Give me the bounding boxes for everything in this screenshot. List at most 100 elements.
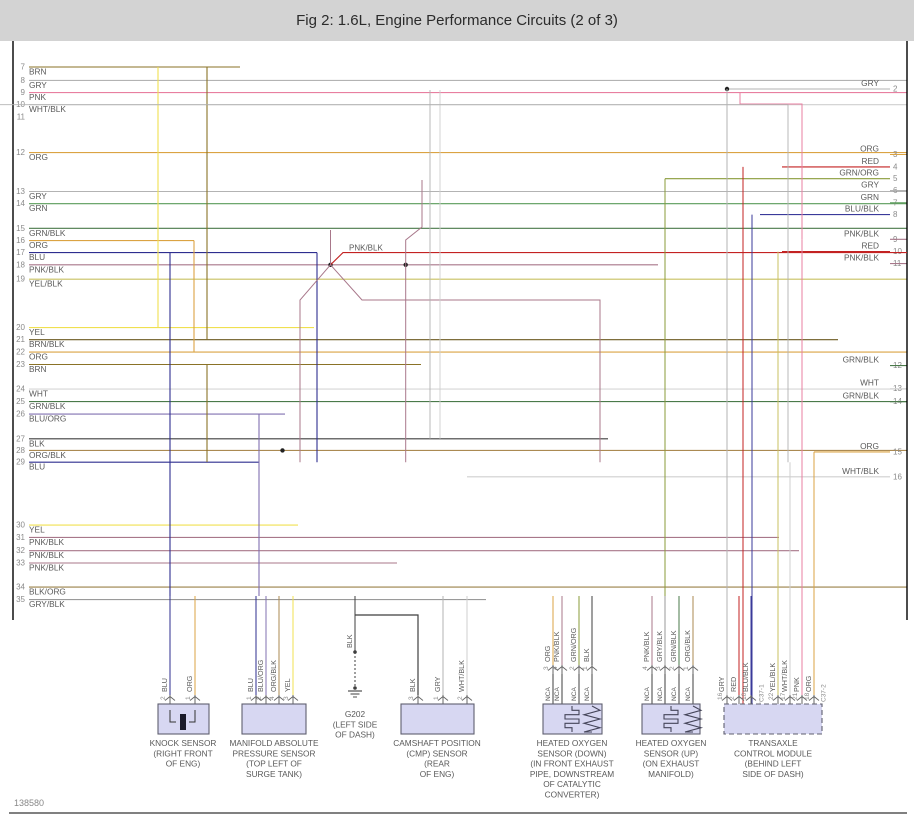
svg-text:15: 15 [893, 447, 902, 456]
svg-text:GRN: GRN [861, 192, 879, 202]
svg-text:PNK/BLK: PNK/BLK [29, 264, 65, 274]
svg-text:YEL: YEL [29, 327, 45, 337]
svg-text:4: 4 [642, 666, 649, 670]
svg-text:NCA: NCA [554, 686, 561, 701]
svg-text:(ON EXHAUST: (ON EXHAUST [643, 759, 700, 769]
svg-text:29: 29 [16, 458, 25, 467]
svg-text:16: 16 [717, 692, 724, 700]
svg-text:3: 3 [655, 666, 662, 670]
svg-text:NCA: NCA [685, 686, 692, 701]
svg-text:GRY: GRY [29, 80, 47, 90]
svg-text:14: 14 [16, 199, 25, 208]
svg-text:ORG/BLK: ORG/BLK [683, 630, 692, 662]
svg-text:31: 31 [16, 533, 25, 542]
svg-text:GRN/BLK: GRN/BLK [843, 391, 880, 401]
svg-text:BRN: BRN [29, 364, 47, 374]
svg-text:KNOCK SENSOR: KNOCK SENSOR [150, 738, 217, 748]
svg-text:RED: RED [861, 241, 879, 251]
svg-text:11: 11 [17, 112, 26, 121]
svg-text:WHT: WHT [860, 378, 879, 388]
svg-text:OF ENG): OF ENG) [420, 769, 455, 779]
svg-text:YEL: YEL [283, 678, 292, 692]
svg-text:17: 17 [780, 692, 787, 700]
svg-text:BRN/BLK: BRN/BLK [29, 339, 65, 349]
svg-text:ORG: ORG [804, 675, 813, 692]
svg-text:HEATED OXYGEN: HEATED OXYGEN [537, 738, 608, 748]
svg-text:GRN/BLK: GRN/BLK [29, 401, 66, 411]
svg-text:34: 34 [16, 583, 25, 592]
svg-text:ORG/BLK: ORG/BLK [269, 660, 278, 692]
svg-text:BLK: BLK [29, 438, 45, 448]
svg-text:(IN FRONT EXHAUST: (IN FRONT EXHAUST [530, 759, 613, 769]
svg-text:8: 8 [21, 76, 26, 85]
svg-text:SURGE TANK): SURGE TANK) [246, 769, 302, 779]
svg-text:19: 19 [16, 275, 25, 284]
svg-text:3: 3 [408, 696, 415, 700]
svg-text:32: 32 [16, 546, 25, 555]
svg-text:20: 20 [16, 323, 25, 332]
svg-text:2: 2 [569, 666, 576, 670]
svg-text:2: 2 [457, 696, 464, 700]
svg-text:BLK/ORG: BLK/ORG [29, 587, 66, 597]
svg-text:BLU/BLK: BLU/BLK [741, 662, 750, 692]
svg-text:138580: 138580 [14, 798, 44, 808]
svg-text:(CMP) SENSOR: (CMP) SENSOR [406, 748, 467, 758]
svg-text:BLU: BLU [160, 678, 169, 692]
svg-text:WHT/BLK: WHT/BLK [457, 660, 466, 692]
svg-text:13: 13 [16, 187, 25, 196]
svg-text:27: 27 [16, 434, 25, 443]
svg-text:15: 15 [16, 224, 25, 233]
svg-text:17: 17 [16, 248, 25, 257]
svg-text:9: 9 [21, 88, 26, 97]
svg-text:PNK: PNK [792, 677, 801, 692]
svg-text:(REAR: (REAR [424, 759, 450, 769]
svg-text:2: 2 [729, 696, 736, 700]
svg-text:GRY/BLK: GRY/BLK [29, 599, 65, 609]
svg-text:5: 5 [893, 174, 898, 183]
svg-text:1: 1 [683, 666, 690, 670]
svg-text:22: 22 [768, 692, 775, 700]
svg-text:OF ENG): OF ENG) [166, 759, 201, 769]
svg-text:1: 1 [582, 666, 589, 670]
svg-text:YEL/BLK: YEL/BLK [29, 279, 63, 289]
svg-text:1: 1 [185, 696, 192, 700]
svg-text:33: 33 [16, 559, 25, 568]
svg-text:GRY: GRY [433, 676, 442, 692]
svg-text:PRESSURE SENSOR: PRESSURE SENSOR [233, 748, 316, 758]
svg-text:WHT/BLK: WHT/BLK [780, 660, 789, 692]
svg-text:3: 3 [543, 666, 550, 670]
svg-text:ORG: ORG [29, 240, 48, 250]
svg-text:YEL/BLK: YEL/BLK [768, 663, 777, 692]
svg-text:GRN/ORG: GRN/ORG [569, 627, 578, 662]
svg-text:2: 2 [160, 696, 167, 700]
svg-text:PNK/BLK: PNK/BLK [29, 537, 65, 547]
svg-text:PNK/BLK: PNK/BLK [844, 253, 880, 263]
svg-text:21: 21 [16, 335, 25, 344]
svg-text:GRN/BLK: GRN/BLK [843, 355, 880, 365]
svg-text:BLU/ORG: BLU/ORG [256, 659, 265, 692]
svg-text:(RIGHT FRONT: (RIGHT FRONT [153, 748, 212, 758]
svg-text:SIDE OF DASH): SIDE OF DASH) [742, 769, 804, 779]
svg-text:24: 24 [16, 385, 25, 394]
svg-text:30: 30 [16, 521, 25, 530]
svg-text:PIPE, DOWNSTREAM: PIPE, DOWNSTREAM [530, 769, 614, 779]
svg-text:WHT/BLK: WHT/BLK [842, 466, 879, 476]
svg-text:GRN/ORG: GRN/ORG [839, 168, 879, 178]
svg-text:PNK/BLK: PNK/BLK [29, 550, 65, 560]
svg-text:GRN/BLK: GRN/BLK [29, 228, 66, 238]
svg-text:21: 21 [792, 692, 799, 700]
svg-text:2: 2 [256, 696, 263, 700]
svg-text:SENSOR (UP): SENSOR (UP) [644, 748, 699, 758]
svg-text:HEATED OXYGEN: HEATED OXYGEN [636, 738, 707, 748]
svg-text:3: 3 [283, 696, 290, 700]
svg-text:BLU: BLU [29, 252, 45, 262]
svg-text:GRY/BLK: GRY/BLK [655, 631, 664, 662]
svg-text:25: 25 [16, 397, 25, 406]
svg-text:MANIFOLD ABSOLUTE: MANIFOLD ABSOLUTE [230, 738, 319, 748]
svg-text:NCA: NCA [545, 686, 552, 701]
svg-text:1: 1 [433, 696, 440, 700]
svg-text:BLK: BLK [345, 634, 354, 648]
svg-text:2: 2 [893, 85, 898, 94]
svg-text:G202: G202 [345, 709, 366, 719]
svg-text:PNK: PNK [29, 92, 47, 102]
